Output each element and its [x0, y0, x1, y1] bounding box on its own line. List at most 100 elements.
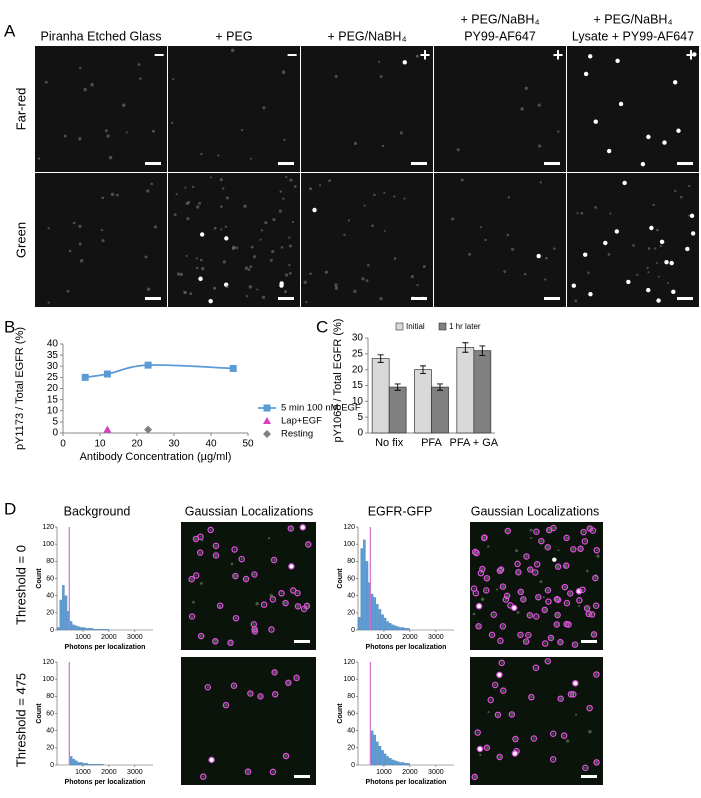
- x-tick-label: 3000: [127, 769, 143, 776]
- sign-marker: −: [287, 45, 298, 65]
- y-tick-label: 0: [52, 428, 58, 439]
- localization-marker: [227, 639, 234, 647]
- column-title: Lysate + PY99-AF647: [572, 29, 694, 43]
- localization-marker: [533, 561, 541, 568]
- spot: [353, 141, 357, 145]
- localization-marker: [269, 768, 277, 776]
- y-tick-label: 40: [347, 728, 355, 735]
- spot: [272, 218, 276, 222]
- spot: [185, 254, 188, 257]
- spot: [552, 732, 555, 735]
- histogram-bar: [64, 595, 68, 631]
- spot: [583, 540, 587, 543]
- spot: [272, 558, 276, 562]
- spot: [72, 221, 76, 225]
- spot: [367, 263, 370, 267]
- localization-marker: [244, 768, 252, 775]
- spot: [278, 209, 282, 213]
- localization-marker: [238, 555, 245, 563]
- localization-marker: [496, 671, 503, 679]
- localization-marker: [260, 601, 268, 608]
- spot: [230, 48, 235, 53]
- spot: [460, 178, 464, 182]
- spot: [553, 247, 556, 250]
- error-bar: [377, 354, 384, 363]
- spot: [256, 288, 259, 291]
- localization-marker: [231, 546, 238, 553]
- spot: [594, 604, 598, 608]
- spot: [519, 633, 523, 637]
- spot: [208, 298, 213, 304]
- spot: [202, 775, 205, 778]
- localization-marker: [483, 587, 490, 594]
- spot: [306, 542, 310, 546]
- y-tick-label: 5: [52, 417, 58, 428]
- row-label: Far-red: [13, 88, 28, 131]
- spot: [284, 273, 289, 277]
- spot: [264, 221, 268, 225]
- spot: [493, 683, 497, 687]
- localization-marker: [590, 631, 598, 638]
- x-tick-label: 3000: [428, 769, 444, 776]
- spot: [283, 601, 288, 605]
- spot: [501, 625, 505, 628]
- spot: [606, 148, 612, 154]
- localization-marker: [526, 612, 534, 619]
- spot: [212, 286, 217, 290]
- scale-bar: [411, 297, 427, 300]
- spot: [535, 530, 538, 534]
- spot: [381, 144, 385, 148]
- spot: [292, 589, 295, 592]
- localization-marker: [570, 546, 577, 553]
- localization-marker: [522, 638, 530, 645]
- y-tick-label: 0: [357, 428, 363, 439]
- spot: [545, 256, 548, 260]
- localization-marker: [232, 614, 240, 622]
- spot: [547, 600, 550, 603]
- spot: [487, 711, 490, 714]
- spot: [649, 225, 654, 231]
- y-tick-label: 100: [42, 541, 54, 548]
- localization-marker: [508, 711, 516, 718]
- spot: [247, 268, 251, 271]
- y-tick-label: 35: [47, 350, 59, 361]
- histogram-bar: [56, 627, 60, 631]
- histogram-bar: [391, 624, 395, 631]
- spot: [269, 593, 274, 598]
- micrograph: [168, 46, 300, 172]
- spot: [528, 613, 532, 617]
- micrograph: [470, 522, 603, 650]
- localization-marker: [593, 671, 600, 678]
- spot: [192, 600, 195, 604]
- legend-marker: [263, 404, 271, 412]
- localization-marker: [549, 730, 557, 737]
- spot: [542, 596, 545, 599]
- histogram-bar: [402, 762, 405, 766]
- spot: [484, 589, 488, 592]
- spot: [416, 283, 419, 287]
- localization-marker: [535, 593, 542, 601]
- column-title: PY99-AF647: [464, 29, 536, 43]
- marker: [103, 370, 111, 378]
- spot: [543, 608, 547, 612]
- spot: [537, 103, 541, 107]
- y-tick-label: 20: [347, 610, 355, 617]
- spot: [365, 279, 369, 283]
- spot: [312, 207, 317, 213]
- localization-marker: [288, 563, 295, 570]
- spot: [373, 193, 376, 197]
- spot: [209, 757, 214, 763]
- x-tick-label: 3000: [127, 634, 143, 641]
- histogram-bar: [85, 763, 88, 766]
- spot: [146, 287, 151, 291]
- localization-marker: [257, 693, 264, 700]
- row-label: Threshold = 475: [13, 673, 28, 767]
- localization-marker: [471, 548, 479, 556]
- scale-bar: [294, 640, 310, 643]
- spot: [393, 257, 397, 260]
- spot: [521, 597, 526, 602]
- spot: [199, 232, 205, 237]
- histogram-bar: [386, 756, 389, 766]
- x-axis-label: Photons per localization: [65, 779, 146, 786]
- spot: [476, 624, 481, 628]
